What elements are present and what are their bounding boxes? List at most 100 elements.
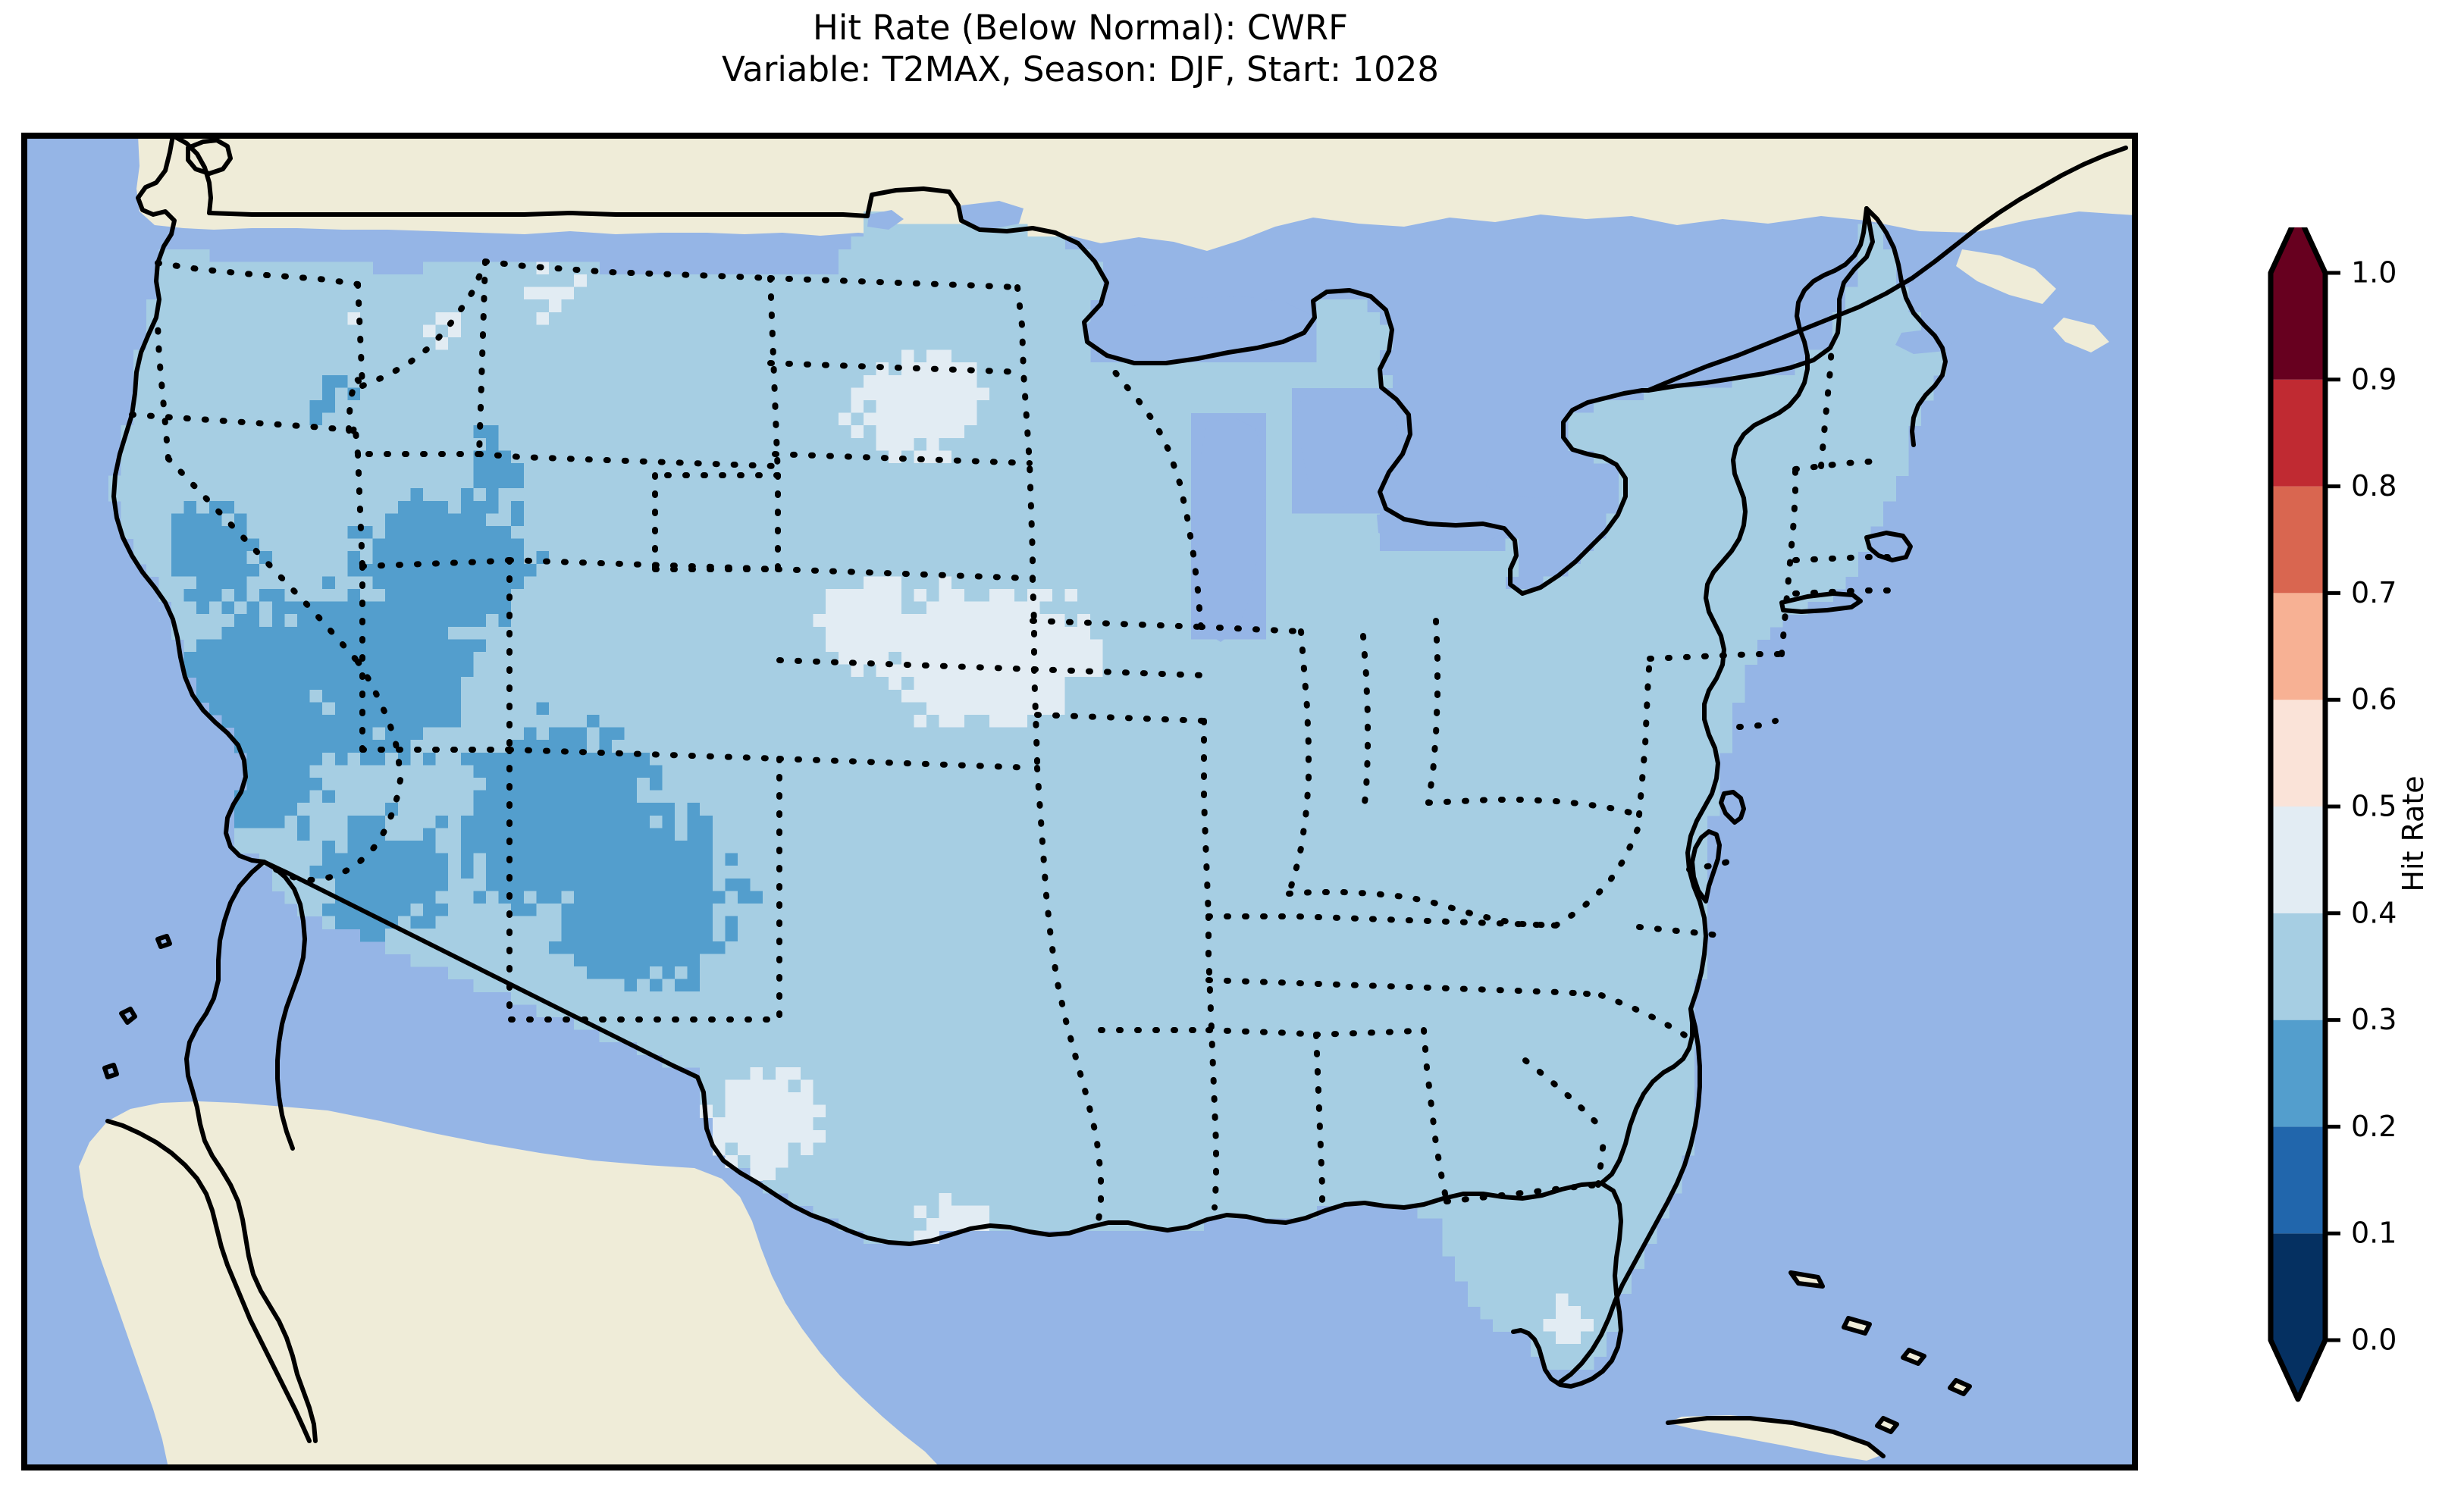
data-grid-cell [926, 324, 940, 338]
data-grid-cell [801, 664, 814, 678]
data-grid-cell [561, 425, 575, 439]
data-grid-cell [1606, 626, 1619, 640]
data-grid-cell [1253, 752, 1267, 766]
data-grid-cell [410, 337, 424, 351]
data-grid-cell [889, 664, 902, 678]
data-grid-cell [271, 362, 285, 376]
data-grid-cell [1140, 639, 1154, 653]
data-grid-cell [1870, 249, 1884, 262]
data-grid-cell [549, 488, 563, 502]
data-grid-cell [246, 790, 260, 803]
data-grid-cell [989, 249, 1003, 262]
data-grid-cell [1027, 312, 1040, 325]
data-grid-cell [826, 463, 839, 477]
data-grid-cell [1089, 689, 1103, 703]
data-grid-cell [1102, 702, 1116, 716]
data-grid-cell [586, 664, 600, 678]
data-grid-cell [1832, 437, 1846, 451]
data-grid-cell [687, 488, 701, 502]
data-grid-cell [246, 387, 260, 401]
data-grid-cell [246, 500, 260, 514]
data-grid-cell [1253, 778, 1267, 791]
data-grid-cell [662, 551, 676, 565]
data-grid-cell [271, 324, 285, 338]
data-grid-cell [410, 727, 424, 741]
data-grid-cell [1127, 488, 1141, 502]
data-grid-cell [221, 299, 235, 313]
data-grid-cell [599, 463, 613, 477]
data-grid-cell [1089, 425, 1103, 439]
data-grid-cell [1757, 551, 1770, 565]
data-grid-cell [662, 324, 676, 338]
data-grid-cell [385, 652, 399, 666]
data-grid-cell [1682, 677, 1695, 691]
data-grid-cell [208, 274, 222, 288]
data-grid-cell [486, 790, 500, 803]
data-grid-cell [397, 689, 411, 703]
data-grid-cell [360, 803, 374, 816]
data-grid-cell [1052, 563, 1066, 577]
data-grid-cell [788, 551, 801, 565]
data-grid-cell [1568, 677, 1582, 691]
data-grid-cell [1241, 702, 1255, 716]
data-grid-cell [1694, 450, 1707, 464]
data-grid-cell [133, 463, 147, 477]
data-grid-cell [1178, 450, 1192, 464]
data-grid-cell [561, 689, 575, 703]
data-grid-cell [599, 312, 613, 325]
data-grid-cell [1266, 450, 1280, 464]
data-grid-cell [1568, 715, 1582, 728]
data-grid-cell [662, 349, 676, 363]
data-grid-cell [901, 400, 914, 414]
data-grid-cell [1152, 563, 1166, 577]
data-grid-cell [423, 425, 437, 439]
data-grid-cell [788, 803, 801, 816]
data-grid-cell [1694, 614, 1707, 628]
data-grid-cell [1745, 614, 1758, 628]
data-grid-cell [662, 526, 676, 540]
data-grid-cell [473, 337, 487, 351]
data-grid-cell [561, 727, 575, 741]
data-grid-cell [1631, 727, 1644, 741]
data-grid-cell [1770, 500, 1783, 514]
data-grid-cell [1455, 740, 1469, 753]
data-grid-cell [914, 689, 927, 703]
data-grid-cell [1832, 450, 1846, 464]
data-grid-cell [687, 538, 701, 552]
data-grid-cell [1543, 740, 1556, 753]
data-grid-cell [498, 790, 512, 803]
data-grid-cell [234, 463, 248, 477]
data-grid-cell [1002, 236, 1015, 250]
data-grid-cell [1745, 526, 1758, 540]
data-grid-cell [322, 639, 336, 653]
data-grid-cell [725, 538, 738, 552]
data-grid-cell [662, 437, 676, 451]
data-grid-cell [259, 740, 273, 753]
data-grid-cell [1656, 450, 1669, 464]
data-grid-cell [1140, 437, 1154, 451]
data-grid-cell [712, 437, 726, 451]
data-grid-cell [738, 437, 751, 451]
data-grid-cell [1140, 475, 1154, 489]
data-grid-cell [1442, 601, 1456, 615]
data-grid-cell [385, 425, 399, 439]
data-grid-cell [448, 790, 462, 803]
data-grid-cell [1002, 652, 1015, 666]
data-grid-cell [700, 488, 713, 502]
data-grid-cell [649, 362, 663, 376]
data-grid-cell [1581, 601, 1594, 615]
data-grid-cell [1077, 538, 1091, 552]
data-grid-cell [1367, 312, 1381, 325]
data-grid-cell [1089, 526, 1103, 540]
data-grid-cell [309, 752, 323, 766]
data-grid-cell [989, 689, 1003, 703]
data-grid-cell [360, 337, 374, 351]
data-grid-cell [271, 778, 285, 791]
data-grid-cell [511, 437, 525, 451]
data-grid-cell [133, 475, 147, 489]
data-grid-cell [259, 677, 273, 691]
data-grid-cell [171, 412, 185, 426]
data-grid-cell [864, 589, 877, 603]
data-grid-cell [675, 437, 688, 451]
data-grid-cell [1845, 412, 1858, 426]
